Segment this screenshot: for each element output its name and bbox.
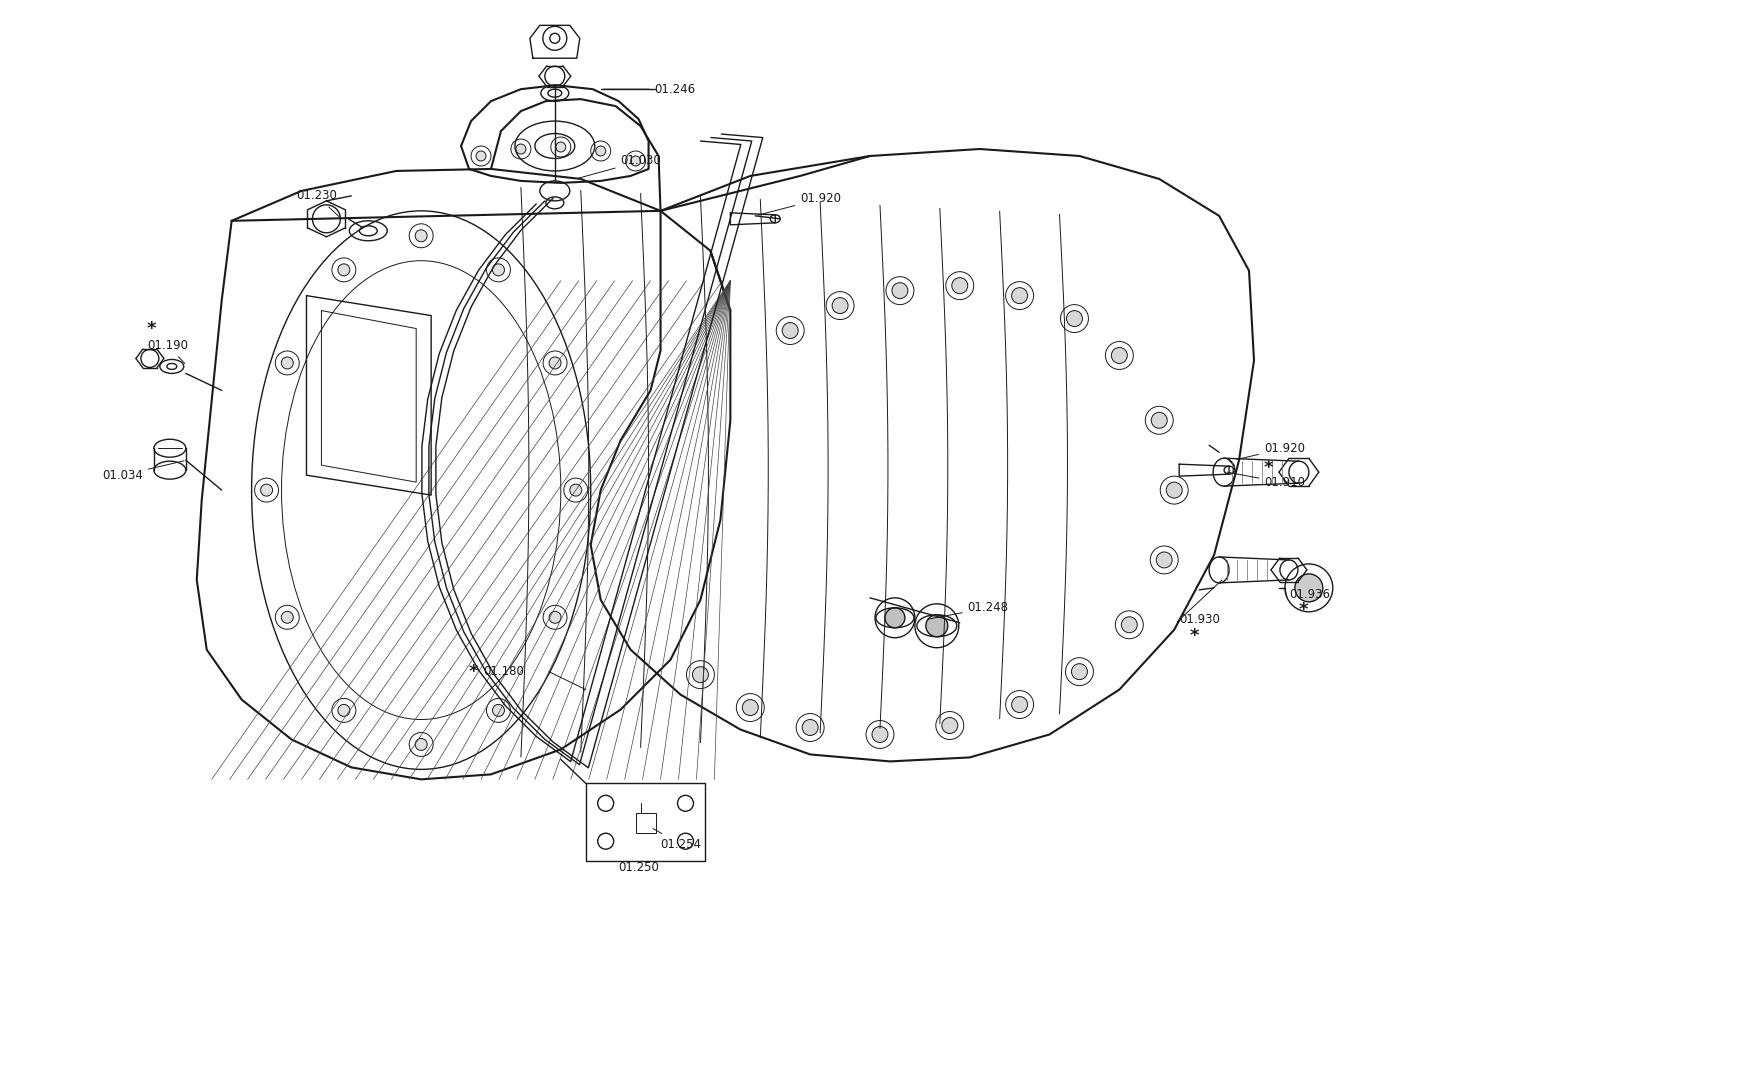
Text: 01.248: 01.248 [927, 601, 1009, 620]
Circle shape [871, 727, 887, 743]
Circle shape [261, 484, 273, 496]
Circle shape [550, 357, 560, 369]
Circle shape [595, 146, 605, 156]
Text: *: * [1263, 459, 1273, 477]
Text: *: * [470, 662, 478, 681]
Circle shape [1156, 552, 1172, 568]
Text: 01.180: 01.180 [483, 666, 523, 678]
Text: 01.930: 01.930 [1179, 613, 1219, 626]
Text: 01.254: 01.254 [652, 828, 701, 851]
Circle shape [1010, 288, 1028, 304]
Text: 01.030: 01.030 [577, 154, 661, 179]
Text: *: * [146, 320, 157, 337]
Circle shape [1071, 663, 1087, 679]
Circle shape [337, 704, 350, 716]
Text: *: * [1188, 627, 1198, 645]
Circle shape [802, 719, 817, 735]
Circle shape [555, 142, 565, 152]
Text: 01.230: 01.230 [296, 189, 339, 217]
Circle shape [941, 718, 956, 733]
Circle shape [416, 230, 426, 242]
Circle shape [492, 704, 504, 716]
Circle shape [925, 615, 948, 637]
Circle shape [492, 264, 504, 276]
Circle shape [885, 608, 904, 628]
Circle shape [892, 282, 908, 299]
Text: 01.910: 01.910 [1263, 476, 1304, 489]
Text: 01.250: 01.250 [619, 860, 659, 873]
Text: 01.246: 01.246 [603, 82, 696, 95]
Text: 01.190: 01.190 [146, 339, 188, 364]
Circle shape [831, 297, 847, 314]
Circle shape [743, 700, 758, 716]
Circle shape [783, 322, 798, 338]
Text: 01.920: 01.920 [758, 193, 840, 215]
Circle shape [569, 484, 581, 496]
Circle shape [337, 264, 350, 276]
Circle shape [550, 611, 560, 623]
Circle shape [1066, 310, 1082, 326]
Circle shape [1294, 574, 1322, 601]
Circle shape [1010, 697, 1028, 713]
Circle shape [1165, 483, 1181, 499]
Circle shape [951, 278, 967, 293]
Circle shape [516, 144, 525, 154]
Circle shape [1111, 348, 1127, 364]
Circle shape [1120, 616, 1137, 632]
Circle shape [476, 151, 485, 160]
Text: 01.034: 01.034 [103, 461, 184, 482]
Circle shape [630, 156, 640, 166]
Bar [635, 813, 656, 834]
Circle shape [282, 357, 294, 369]
Circle shape [1151, 412, 1167, 428]
Circle shape [282, 611, 294, 623]
Text: 01.920: 01.920 [1236, 442, 1304, 459]
Text: 01.936: 01.936 [1289, 588, 1329, 601]
Text: *: * [1297, 601, 1308, 618]
Circle shape [416, 738, 426, 750]
Circle shape [692, 667, 708, 683]
